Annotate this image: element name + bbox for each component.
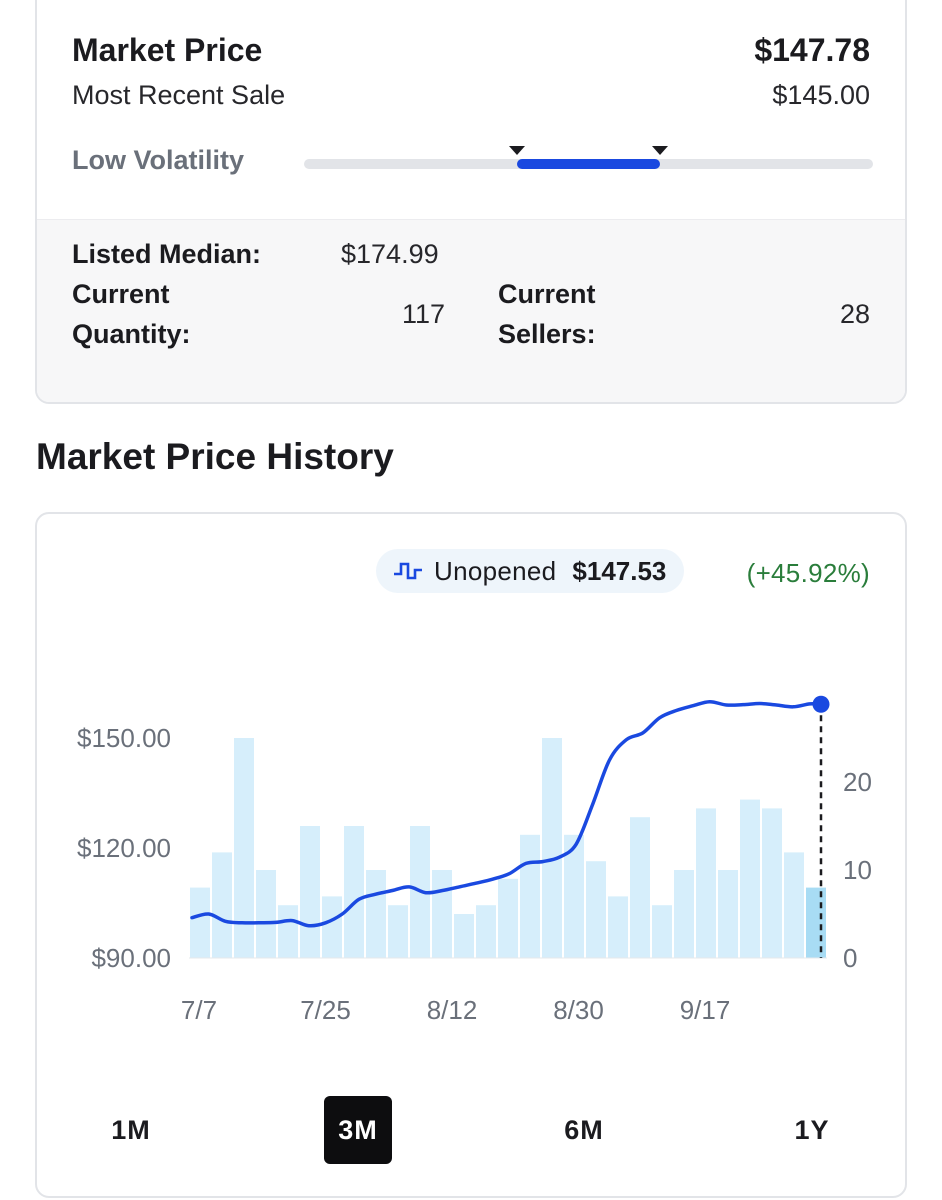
- recent-sale-value: $145.00: [772, 80, 870, 110]
- volume-bar: [762, 808, 782, 958]
- current-quantity-label-line1: Current: [72, 279, 170, 309]
- y-axis-right-tick-label: 20: [843, 767, 872, 797]
- volume-bar: [476, 905, 496, 958]
- step-line-icon: [394, 562, 422, 580]
- volatility-meter: [304, 146, 873, 169]
- volume-bar: [454, 914, 474, 958]
- volume-bar: [432, 870, 452, 958]
- legend-series-name: Unopened: [434, 555, 557, 586]
- y-axis-right-tick-label: 10: [843, 855, 872, 885]
- current-quantity-label-line2: Quantity:: [72, 319, 191, 349]
- volume-bar: [784, 852, 804, 958]
- x-axis-tick-label: 8/12: [427, 995, 478, 1025]
- legend-price: $147.53: [572, 555, 667, 586]
- x-axis-tick-label: 7/25: [300, 995, 351, 1025]
- volume-bar: [190, 887, 210, 958]
- volume-bar: [608, 896, 628, 958]
- volume-bar: [388, 905, 408, 958]
- volatility-high-marker-icon: [651, 146, 668, 155]
- volume-bar: [256, 870, 276, 958]
- volume-bar: [806, 887, 826, 958]
- current-quantity-label: Current Quantity:: [72, 274, 292, 354]
- price-change-percent: (+45.92%): [746, 558, 870, 588]
- volume-bar: [234, 738, 254, 958]
- listing-stats: Listed Median: $174.99 Current Quantity:…: [37, 219, 905, 402]
- volatility-range-fill: [517, 159, 660, 169]
- market-price-label: Market Price: [72, 32, 263, 68]
- price-history-chart: $90.00 $120.00 $150.00 0 10 20 7/7 7/25 8/12 8/30…: [77, 695, 872, 1025]
- volume-bar: [564, 834, 584, 958]
- range-button-1y[interactable]: 1Y: [794, 1114, 830, 1145]
- current-sellers-value: 28: [839, 299, 870, 329]
- volume-bar: [498, 878, 518, 958]
- volume-bar: [322, 896, 342, 958]
- volume-bar: [520, 834, 540, 958]
- volatility-low-marker-icon: [509, 146, 526, 155]
- volume-bar: [740, 799, 760, 958]
- volume-bar: [652, 905, 672, 958]
- listed-median-value: $174.99: [341, 239, 439, 269]
- volume-bar: [696, 808, 716, 958]
- recent-sale-label: Most Recent Sale: [72, 80, 286, 110]
- current-sellers-label-line1: Current: [498, 279, 596, 309]
- current-sellers-label-line2: Sellers:: [498, 319, 596, 349]
- y-axis-left-tick-label: $150.00: [77, 723, 171, 753]
- market-summary-card: Market Price $147.78 Most Recent Sale $1…: [35, 0, 907, 404]
- volume-bar: [542, 738, 562, 958]
- volume-bar: [718, 870, 738, 958]
- y-axis-left-tick-label: $90.00: [91, 943, 171, 973]
- market-price-section: Market Price $147.78 Most Recent Sale $1…: [37, 0, 905, 219]
- market-price-value: $147.78: [754, 32, 870, 68]
- x-axis-tick-label: 7/7: [181, 995, 217, 1025]
- price-line: [190, 699, 823, 928]
- current-sellers-label: Current Sellers:: [498, 274, 698, 354]
- highlight-point: [812, 695, 830, 713]
- listed-median-label: Listed Median:: [72, 239, 262, 269]
- volume-bar: [278, 905, 298, 958]
- volatility-label: Low Volatility: [72, 145, 245, 175]
- section-title: Market Price History: [36, 436, 394, 477]
- range-button-6m[interactable]: 6M: [564, 1114, 604, 1145]
- legend-pill[interactable]: Unopened $147.53: [376, 549, 685, 593]
- volume-bar: [586, 861, 606, 958]
- volume-bar: [630, 817, 650, 958]
- price-history-card: $90.00 $120.00 $150.00 0 10 20 7/7 7/25 8/12 8/30…: [35, 512, 907, 1198]
- y-axis-right-tick-label: 0: [843, 943, 857, 973]
- range-button-1m[interactable]: 1M: [111, 1114, 151, 1145]
- x-axis-tick-label: 9/17: [680, 995, 731, 1025]
- volume-bar: [300, 826, 320, 958]
- volume-bar: [344, 826, 364, 958]
- volume-bar: [212, 852, 232, 958]
- y-axis-left-tick-label: $120.00: [77, 833, 171, 863]
- current-quantity-value: 117: [401, 299, 445, 329]
- range-button-3m[interactable]: 3M: [324, 1096, 392, 1164]
- volume-bar: [674, 870, 694, 958]
- x-axis-tick-label: 8/30: [553, 995, 604, 1025]
- volume-bar: [366, 870, 386, 958]
